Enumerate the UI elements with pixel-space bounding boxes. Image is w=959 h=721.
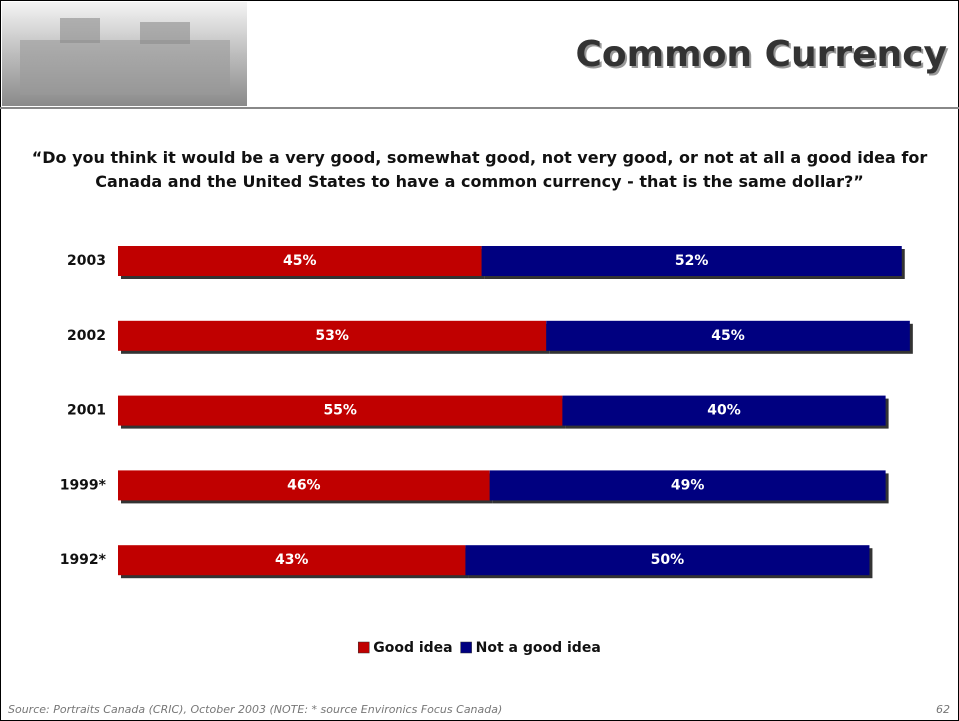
value-label: 49% (671, 477, 705, 493)
value-label: 46% (287, 477, 321, 493)
value-label: 50% (651, 552, 685, 568)
y-tick-label: 2001 (67, 403, 106, 419)
y-tick-label: 2003 (67, 253, 106, 269)
y-tick-label: 2002 (67, 328, 106, 344)
bar (465, 545, 870, 576)
bar (118, 470, 490, 501)
legend-swatch (460, 641, 472, 654)
legend-label: Good idea (373, 640, 452, 656)
page-number: 62 (936, 703, 950, 716)
bar (546, 320, 910, 351)
question: “Do you think it would be a very good, s… (31, 148, 928, 191)
bar (489, 470, 886, 501)
bar (562, 395, 886, 426)
bar (118, 545, 466, 576)
y-tick-label: 1999* (60, 477, 107, 493)
value-label: 45% (711, 328, 745, 344)
source-note: Source: Portraits Canada (CRIC), October… (8, 703, 502, 716)
legend-swatch (357, 641, 370, 654)
bar (481, 246, 902, 276)
value-label: 43% (275, 552, 309, 568)
value-label: 52% (675, 253, 709, 269)
bar (118, 395, 563, 426)
value-label: 55% (323, 403, 357, 419)
header-photo (2, 2, 247, 106)
title-shadow: Common Currency (578, 36, 949, 77)
chart-title: Common Currency (576, 34, 947, 75)
bar (118, 320, 547, 351)
value-label: 40% (707, 403, 741, 419)
value-label: 45% (283, 253, 317, 269)
legend-label: Not a good idea (476, 640, 601, 656)
bar (118, 246, 482, 276)
value-label: 53% (315, 328, 349, 344)
y-tick-label: 1992* (60, 552, 107, 568)
